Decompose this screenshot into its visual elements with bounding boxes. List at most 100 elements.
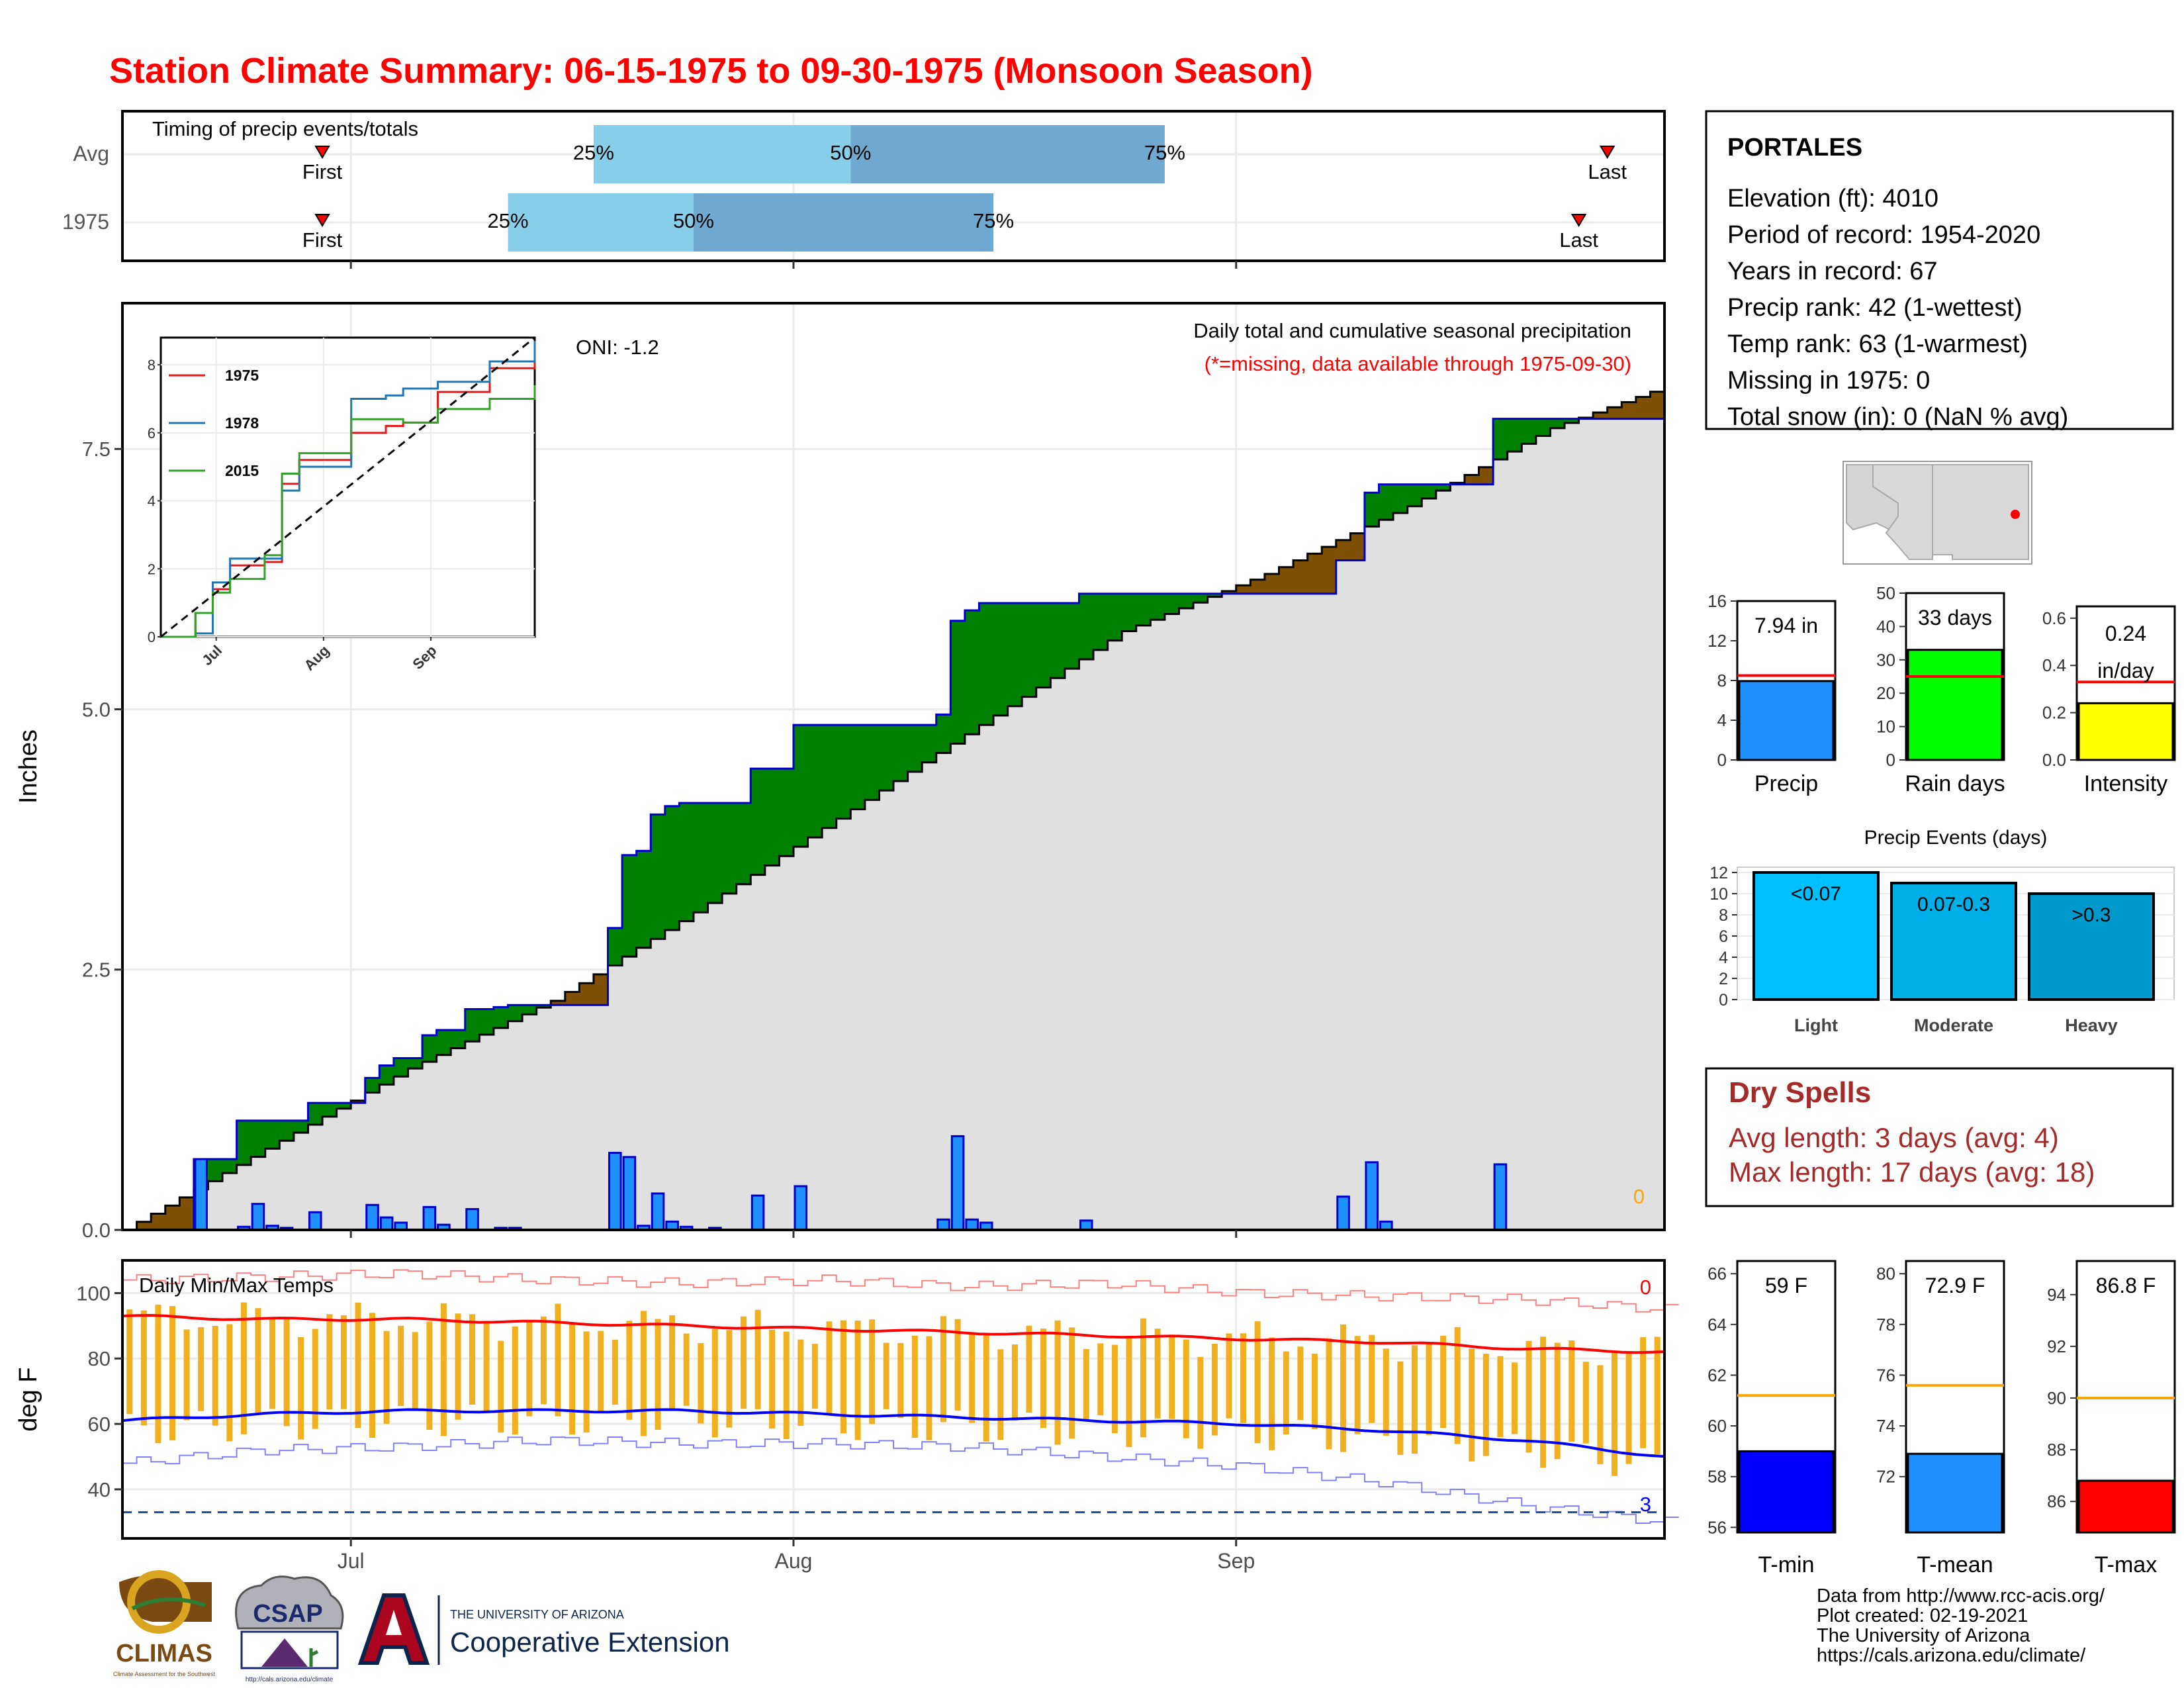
summary-ytick-label: 76	[1876, 1365, 1895, 1385]
station-info-line: Years in record: 67	[1727, 258, 1938, 285]
events-ytick-label: 0	[1719, 991, 1728, 1009]
precip-ylabel: Inches	[15, 729, 42, 804]
surplus-area	[751, 769, 766, 875]
surplus-area	[1150, 593, 1165, 620]
surplus-area	[722, 803, 737, 894]
temp-missing-top: 0	[1640, 1276, 1651, 1299]
surplus-area	[1122, 593, 1137, 632]
summary-ytick-label: 74	[1876, 1416, 1895, 1436]
surplus-area	[779, 769, 794, 857]
surplus-area	[1564, 418, 1580, 423]
summary-ytick-label: 10	[1876, 717, 1895, 737]
surplus-area	[1164, 593, 1179, 614]
surplus-area	[279, 1120, 295, 1141]
summary-ytick-label: 0.0	[2042, 750, 2066, 770]
events-bar-label: 0.07-0.3	[1917, 894, 1990, 915]
locator-map	[1843, 461, 2032, 565]
summary-ytick-label: 0	[1717, 750, 1727, 770]
surplus-area	[265, 1120, 280, 1149]
surplus-area	[1364, 492, 1380, 527]
timing-label: Timing of precip events/totals	[152, 117, 418, 140]
ua-logo-bottom: Cooperative Extension	[450, 1626, 730, 1658]
surplus-area	[293, 1120, 308, 1133]
events-ytick-label: 8	[1719, 906, 1728, 925]
events-category-label: Light	[1794, 1015, 1838, 1035]
record-max-line	[122, 1269, 1679, 1313]
summary-ytick-label: 20	[1876, 683, 1895, 703]
inset-series-line	[161, 385, 536, 638]
surplus-area	[850, 725, 866, 810]
deficit-area	[136, 1221, 152, 1230]
surplus-area	[1107, 593, 1122, 641]
daily-precip-bar	[936, 1218, 950, 1231]
surplus-area	[1379, 484, 1394, 520]
precip-ytick-label: 5.0	[82, 698, 111, 721]
surplus-area	[864, 725, 880, 800]
precip-ytick-label: 0.0	[82, 1219, 111, 1242]
surplus-area	[950, 620, 966, 744]
deficit-area	[1322, 547, 1337, 594]
events-category-label: Heavy	[2065, 1015, 2118, 1035]
credit-line: Plot created: 02-19-2021	[1817, 1605, 2028, 1626]
summary-ytick-label: 92	[2047, 1336, 2066, 1356]
summary-bar	[2077, 702, 2174, 761]
surplus-area	[1136, 593, 1151, 626]
surplus-area	[436, 1029, 451, 1055]
surplus-area	[1435, 484, 1451, 491]
surplus-area	[651, 814, 666, 939]
surplus-area	[208, 1159, 223, 1182]
surplus-area	[693, 803, 709, 913]
surplus-area	[393, 1058, 408, 1077]
csap-logo: CSAP http://cals.arizona.edu/climate	[235, 1575, 344, 1683]
summary-value-label: 86.8 F	[2096, 1274, 2156, 1297]
summary-ytick-label: 58	[1707, 1467, 1727, 1487]
surplus-area	[1522, 418, 1537, 444]
surplus-area	[522, 1005, 537, 1015]
daily-precip-bar	[308, 1211, 322, 1231]
deficit-area	[1607, 407, 1622, 419]
surplus-area	[679, 803, 694, 921]
events-category-label: Moderate	[1914, 1015, 1993, 1035]
surplus-area	[408, 1058, 423, 1069]
daily-precip-bar	[1365, 1161, 1379, 1231]
surplus-area	[1407, 484, 1422, 506]
timing-marker-label: First	[302, 160, 343, 183]
summary-ytick-label: 0.6	[2042, 608, 2066, 628]
surplus-area	[1022, 603, 1037, 697]
ua-logo-top: THE UNIVERSITY OF ARIZONA	[450, 1608, 624, 1621]
surplus-area	[536, 1005, 551, 1008]
surplus-area	[1179, 593, 1194, 608]
summary-bar	[1907, 649, 2003, 761]
timing-quantile-label: 75%	[973, 209, 1014, 232]
surplus-area	[922, 725, 937, 763]
summary-ytick-label: 12	[1707, 631, 1727, 651]
surplus-area	[907, 725, 923, 772]
surplus-area	[608, 927, 623, 966]
dry-spells-title: Dry Spells	[1729, 1076, 1871, 1109]
timing-quantile-label: 50%	[830, 141, 871, 164]
summary-ytick-label: 90	[2047, 1388, 2066, 1408]
summary-ytick-label: 86	[2047, 1491, 2066, 1511]
surplus-area	[1493, 418, 1508, 459]
inset-ytick-label: 4	[148, 493, 156, 510]
surplus-area	[236, 1120, 251, 1165]
credit-line: https://cals.arizona.edu/climate/	[1817, 1645, 2086, 1666]
credit-line: The University of Arizona	[1817, 1625, 2030, 1646]
summary-ytick-label: 0	[1886, 750, 1895, 770]
normal-max-line	[122, 1314, 1665, 1354]
surplus-area	[936, 714, 951, 753]
deficit-area	[1621, 402, 1637, 419]
timing-row-1975-label: 1975	[62, 210, 109, 234]
deficit-area	[1350, 533, 1365, 561]
surplus-area	[1393, 484, 1408, 513]
events-ytick-label: 6	[1719, 927, 1728, 946]
csap-logo-url: http://cals.arizona.edu/climate	[246, 1676, 334, 1683]
daily-precip-bar	[1336, 1196, 1350, 1231]
surplus-area	[807, 725, 823, 837]
timing-marker-label: First	[302, 228, 343, 252]
timing-quantile-label: 75%	[1144, 141, 1185, 164]
x-month-label: Jul	[338, 1549, 365, 1573]
surplus-area	[1193, 593, 1208, 603]
surplus-area	[764, 769, 780, 866]
